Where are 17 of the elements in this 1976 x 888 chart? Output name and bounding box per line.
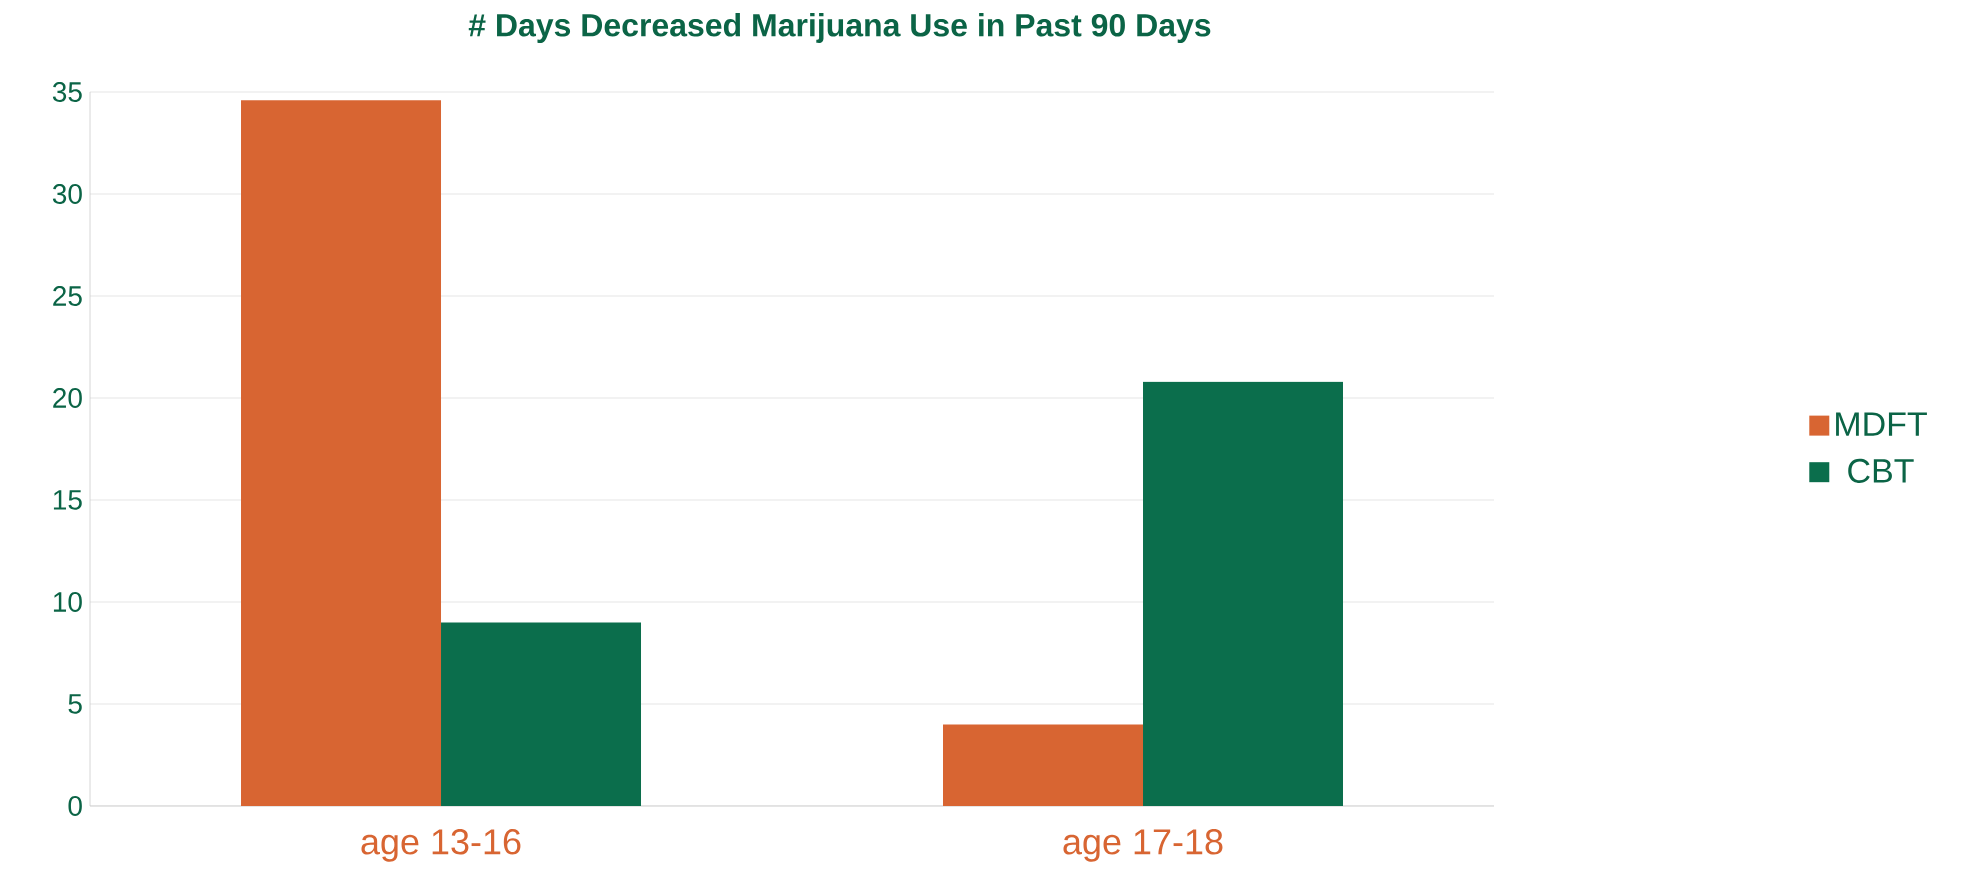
x-tick-label: age 17-18 <box>1063 829 1223 862</box>
x-tick-label: age 13-16 <box>361 829 521 862</box>
chart-title: # Days Decreased Marijuana Use in Past 90 Days <box>468 13 1211 43</box>
y-tick-label: 20 <box>53 388 82 408</box>
bar <box>241 100 442 806</box>
y-tick-label: 25 <box>53 286 82 306</box>
bar <box>943 724 1144 806</box>
y-tick-label: 30 <box>52 184 82 204</box>
bar <box>441 622 642 806</box>
y-tick-label: 15 <box>53 490 82 510</box>
y-tick-label: 0 <box>68 796 82 816</box>
y-tick-label: 35 <box>52 82 82 102</box>
legend-label: CBT <box>1848 458 1914 483</box>
bar <box>1143 381 1344 806</box>
legend-label: MDFT <box>1836 412 1927 436</box>
y-tick-label: 5 <box>68 694 82 714</box>
y-tick-label: 10 <box>53 592 82 612</box>
